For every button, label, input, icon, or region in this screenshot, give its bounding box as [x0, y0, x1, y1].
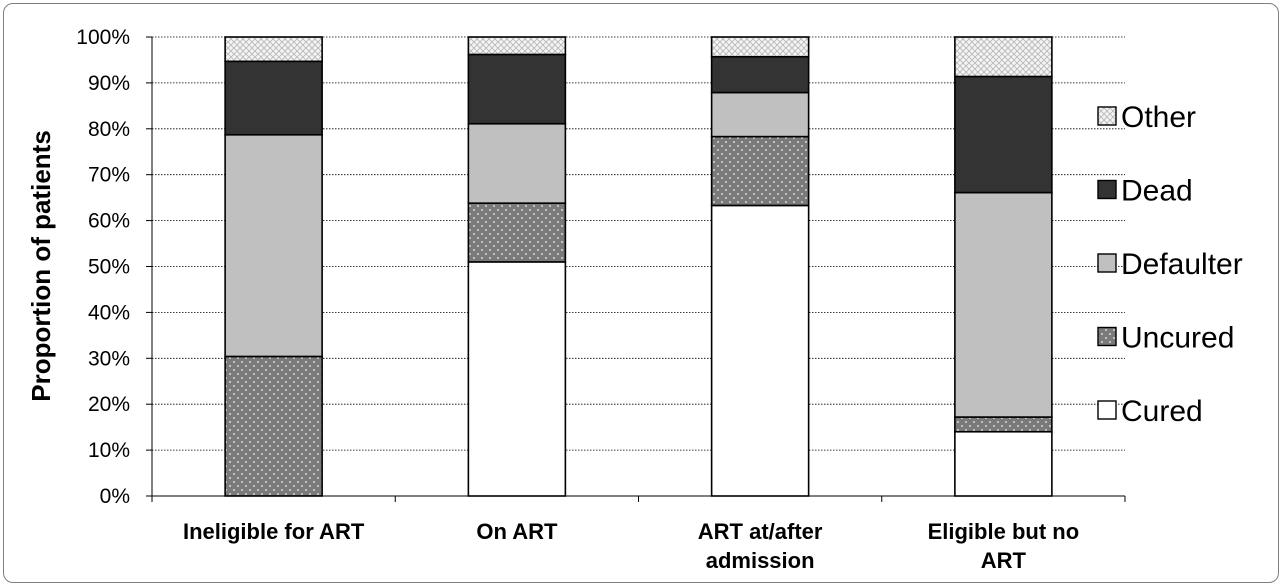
- legend-swatch-uncured: [1098, 328, 1116, 346]
- y-tick-label: 60%: [88, 210, 130, 233]
- legend-swatch-other: [1098, 107, 1116, 125]
- legend-swatch-cured: [1098, 401, 1116, 419]
- x-category-labels: Ineligible for ART On ART ART at/afteradmi…: [183, 519, 1079, 573]
- bar-segment-dead: [955, 76, 1052, 192]
- legend: Other Dead Defaulter Uncured Cured: [1098, 101, 1243, 428]
- y-axis-label: Proportion of patients: [26, 130, 56, 402]
- bar-segment-other: [955, 37, 1052, 76]
- bar-segment-defaulter: [225, 135, 322, 357]
- y-tick-label: 0%: [100, 485, 130, 508]
- bar-segment-dead: [712, 57, 809, 93]
- legend-label-dead: Dead: [1121, 175, 1193, 208]
- y-tick-label: 40%: [88, 301, 130, 324]
- bar-segment-other: [225, 37, 322, 61]
- bar-segment-defaulter: [712, 93, 809, 137]
- y-tick-label: 50%: [88, 256, 130, 279]
- x-category-label: Ineligible for ART: [183, 519, 365, 544]
- y-tick-label: 30%: [88, 347, 130, 370]
- y-tick-label: 100%: [76, 26, 130, 49]
- x-category-label: On ART: [476, 519, 558, 544]
- y-tick-label: 20%: [88, 393, 130, 416]
- bar-segment-cured: [955, 432, 1052, 496]
- legend-label-uncured: Uncured: [1121, 322, 1234, 355]
- x-category-label: ART at/afteradmission: [698, 519, 823, 573]
- y-tick-label: 90%: [88, 72, 130, 95]
- y-tick-label: 80%: [88, 118, 130, 141]
- legend-label-other: Other: [1121, 101, 1196, 134]
- legend-swatch-defaulter: [1098, 254, 1116, 272]
- bar-segment-defaulter: [955, 193, 1052, 417]
- y-tick-label: 10%: [88, 439, 130, 462]
- bar-segment-dead: [468, 54, 565, 123]
- bar-segment-other: [712, 37, 809, 57]
- bar-segment-uncured: [712, 137, 809, 206]
- bar-segment-other: [468, 37, 565, 54]
- legend-label-defaulter: Defaulter: [1121, 248, 1243, 281]
- legend-swatch-dead: [1098, 181, 1116, 199]
- bar-segment-dead: [225, 61, 322, 134]
- x-category-label: Eligible but noART: [928, 519, 1080, 573]
- bar-segment-cured: [468, 262, 565, 496]
- bar-segment-uncured: [955, 417, 1052, 432]
- legend-label-cured: Cured: [1121, 395, 1203, 428]
- bar-segment-cured: [712, 205, 809, 496]
- bar-segment-uncured: [468, 203, 565, 262]
- bar-segment-defaulter: [468, 124, 565, 203]
- y-tick-labels: 0% 10% 20% 30% 40% 50% 60% 70% 80% 90% 100%: [76, 26, 130, 508]
- bar-segment-uncured: [225, 356, 322, 496]
- y-tick-label: 70%: [88, 164, 130, 187]
